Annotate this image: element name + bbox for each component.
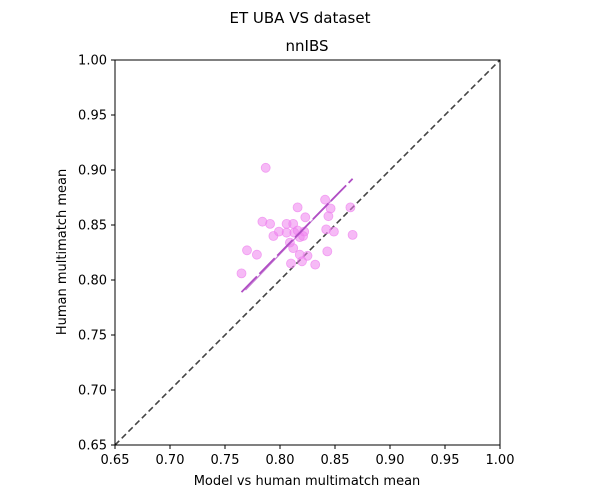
x-tick-label: 0.75 bbox=[211, 453, 240, 468]
data-point bbox=[236, 268, 247, 279]
x-tick-label: 0.65 bbox=[101, 453, 130, 468]
y-tick-label: 1.00 bbox=[78, 54, 107, 69]
data-point bbox=[265, 218, 276, 229]
fit-layer bbox=[240, 178, 354, 293]
chart-title: nnIBS bbox=[286, 37, 329, 55]
data-point bbox=[328, 226, 339, 237]
x-tick-label: 0.85 bbox=[321, 453, 350, 468]
data-point bbox=[260, 162, 271, 173]
diagonal-layer bbox=[114, 59, 501, 446]
x-axis: 0.65 0.70 0.75 0.80 0.85 0.90 0.95 1.00 bbox=[101, 445, 515, 468]
x-tick-label: 1.00 bbox=[486, 453, 515, 468]
y-axis: 0.65 0.70 0.75 0.80 0.85 0.90 0.95 1.00 bbox=[78, 54, 115, 454]
y-tick-label: 0.80 bbox=[78, 274, 107, 289]
x-tick-label: 0.95 bbox=[431, 453, 460, 468]
y-tick-label: 0.75 bbox=[78, 329, 107, 344]
data-point bbox=[322, 246, 333, 257]
data-point bbox=[300, 212, 311, 223]
data-point bbox=[292, 202, 303, 213]
data-point bbox=[286, 258, 296, 269]
x-tick-label: 0.80 bbox=[266, 453, 295, 468]
data-point bbox=[347, 229, 358, 240]
chart-suptitle: ET UBA VS dataset bbox=[230, 9, 371, 27]
data-point bbox=[251, 249, 262, 260]
diagonal-line bbox=[114, 59, 501, 446]
data-point bbox=[310, 259, 321, 270]
y-tick-label: 0.65 bbox=[78, 439, 107, 454]
plot-frame bbox=[114, 59, 501, 446]
data-point bbox=[302, 250, 313, 261]
y-tick-label: 0.95 bbox=[78, 109, 107, 124]
y-tick-label: 0.90 bbox=[78, 164, 107, 179]
x-axis-label: Model vs human multimatch mean bbox=[194, 474, 421, 489]
data-point bbox=[288, 243, 299, 254]
x-tick-label: 0.70 bbox=[156, 453, 185, 468]
y-tick-label: 0.70 bbox=[78, 384, 107, 399]
x-tick-label: 0.90 bbox=[376, 453, 405, 468]
data-point bbox=[298, 231, 309, 241]
data-point bbox=[242, 245, 252, 256]
data-point bbox=[345, 202, 356, 213]
y-tick-label: 0.85 bbox=[78, 219, 107, 234]
data-point bbox=[320, 194, 331, 205]
plot-area bbox=[114, 59, 501, 446]
data-point bbox=[325, 203, 336, 214]
fit-band-line bbox=[245, 188, 344, 291]
y-axis-label: Human multimatch mean bbox=[55, 169, 70, 335]
